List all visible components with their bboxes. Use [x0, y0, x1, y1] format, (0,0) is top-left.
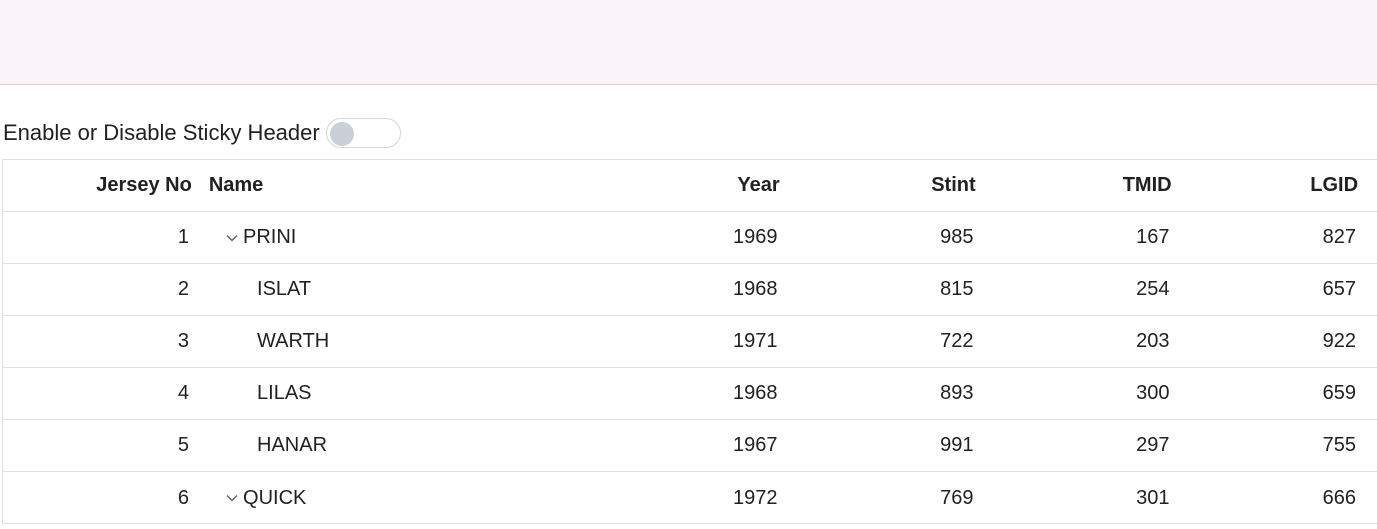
cell-stint: 893	[940, 382, 974, 404]
cell-tmid: 167	[1136, 226, 1170, 248]
column-header-stint[interactable]: Stint	[931, 174, 976, 196]
cell-year: 1971	[732, 330, 778, 352]
cell-year: 1967	[732, 434, 778, 456]
grid-header-row: Jersey No Name Year Stint TMID LGID	[3, 160, 1377, 212]
cell-stint: 769	[940, 486, 974, 509]
cell-tmid: 297	[1136, 434, 1170, 456]
table-row[interactable]: 2 ISLAT 1968 815 254 657	[3, 264, 1377, 316]
cell-tmid: 300	[1136, 382, 1170, 404]
cell-lgid: 659	[1322, 382, 1356, 404]
row-name-text: PRINI	[243, 226, 297, 248]
grid-body: 1 PRINI 1969 985 167 827 2 ISLAT 1968 815 254 657 3 W…	[3, 212, 1377, 524]
cell-name: HANAR	[206, 420, 591, 471]
row-name-text: ISLAT	[257, 278, 312, 300]
table-row[interactable]: 4 LILAS 1968 893 300 659	[3, 368, 1377, 420]
cell-lgid: 657	[1322, 278, 1356, 300]
cell-tmid: 203	[1136, 330, 1170, 352]
table-row[interactable]: 6 QUICK 1972 769 301 666	[3, 472, 1377, 524]
cell-year: 1968	[732, 382, 778, 404]
cell-tmid: 254	[1136, 278, 1170, 300]
cell-lgid: 827	[1322, 226, 1356, 248]
column-header-lgid[interactable]: LGID	[1310, 174, 1359, 196]
cell-year: 1969	[732, 226, 778, 248]
sticky-header-toggle-row: Enable or Disable Sticky Header	[3, 117, 401, 149]
row-name-text: LILAS	[257, 382, 312, 404]
cell-jersey: 5	[177, 434, 190, 456]
column-header-jersey-no[interactable]: Jersey No	[96, 174, 192, 196]
cell-jersey: 4	[177, 382, 190, 404]
tree-grid: Jersey No Name Year Stint TMID LGID 1 PRI…	[2, 159, 1377, 524]
column-header-name[interactable]: Name	[208, 174, 264, 196]
chevron-down-icon[interactable]	[218, 234, 246, 242]
cell-year: 1972	[732, 486, 778, 509]
cell-stint: 991	[940, 434, 974, 456]
cell-lgid: 922	[1322, 330, 1356, 352]
cell-jersey: 1	[177, 226, 190, 248]
switch-knob	[329, 122, 354, 146]
cell-jersey: 2	[177, 278, 190, 300]
cell-jersey: 3	[177, 330, 190, 352]
cell-stint: 985	[940, 226, 974, 248]
cell-jersey: 6	[177, 486, 190, 509]
sticky-header-switch[interactable]	[325, 118, 401, 148]
cell-name: PRINI	[206, 212, 591, 263]
cell-name: QUICK	[206, 472, 591, 524]
cell-name: WARTH	[206, 316, 591, 367]
sticky-header-label: Enable or Disable Sticky Header	[3, 120, 320, 145]
table-row[interactable]: 3 WARTH 1971 722 203 922	[3, 316, 1377, 368]
cell-lgid: 666	[1322, 486, 1356, 509]
cell-name: ISLAT	[206, 264, 591, 315]
column-header-year[interactable]: Year	[737, 174, 780, 196]
row-name-text: HANAR	[257, 434, 328, 456]
row-name-text: QUICK	[243, 486, 307, 509]
chevron-down-icon[interactable]	[218, 494, 246, 502]
cell-lgid: 755	[1322, 434, 1356, 456]
row-name-text: WARTH	[257, 330, 330, 352]
column-header-tmid[interactable]: TMID	[1122, 174, 1172, 196]
table-row[interactable]: 5 HANAR 1967 991 297 755	[3, 420, 1377, 472]
cell-stint: 722	[940, 330, 974, 352]
cell-tmid: 301	[1136, 486, 1170, 509]
cell-name: LILAS	[206, 368, 591, 419]
table-row[interactable]: 1 PRINI 1969 985 167 827	[3, 212, 1377, 264]
cell-year: 1968	[732, 278, 778, 300]
cell-stint: 815	[940, 278, 974, 300]
top-banner	[0, 0, 1377, 85]
